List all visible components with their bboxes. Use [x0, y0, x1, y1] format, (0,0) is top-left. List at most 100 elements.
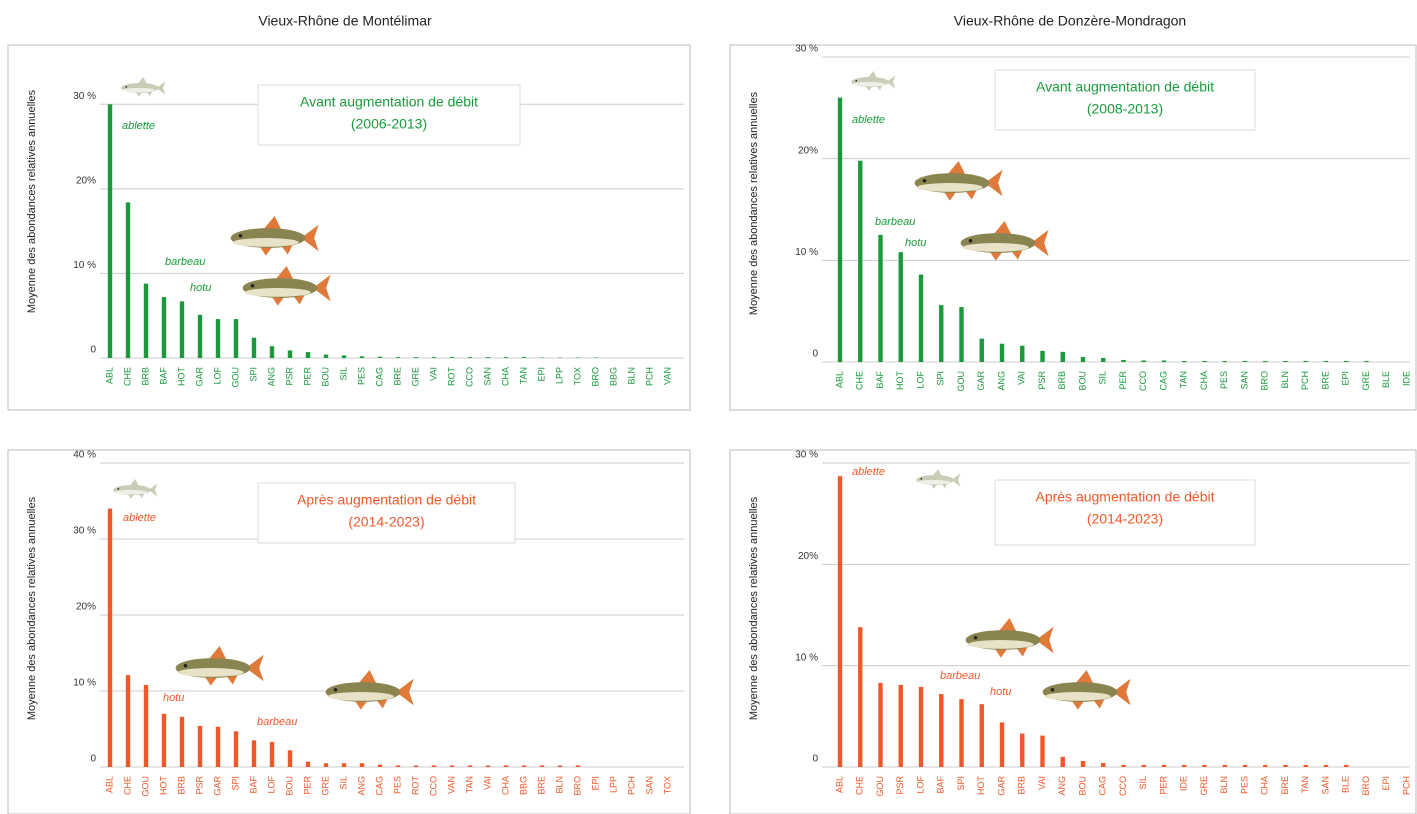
x-tick-label: BLE — [1381, 371, 1391, 388]
x-tick-label: BOU — [284, 776, 294, 796]
x-tick-label: SAN — [1239, 371, 1249, 390]
x-tick-label: SAN — [482, 367, 492, 386]
bar — [1202, 360, 1207, 362]
y-tick-label: 30 % — [795, 44, 818, 55]
column-title: Vieux-Rhône de Montélimar — [258, 13, 432, 29]
x-tick-label: BAF — [248, 776, 258, 794]
bar — [449, 357, 455, 358]
fish-icon — [916, 469, 961, 489]
x-tick-label: SIL — [338, 776, 348, 790]
x-tick-label: GOU — [956, 371, 966, 392]
fish-fin — [1071, 699, 1105, 710]
x-tick-label: GRE — [1361, 371, 1371, 391]
bar — [858, 627, 863, 767]
x-tick-label: CAG — [1158, 371, 1168, 391]
bar — [979, 338, 984, 362]
fish-fin — [259, 245, 293, 256]
bar — [233, 319, 239, 358]
x-tick-label: PSR — [895, 776, 905, 795]
bar — [413, 765, 419, 767]
x-tick-label: BRB — [1017, 776, 1027, 795]
bar — [1283, 360, 1288, 362]
bar — [959, 699, 964, 767]
x-tick-label: BLN — [1280, 371, 1290, 389]
bar — [979, 704, 984, 767]
x-tick-label: TAN — [1300, 776, 1310, 793]
fish-fin — [354, 699, 388, 710]
fish-eye — [973, 636, 978, 640]
x-tick-label: ABL — [834, 371, 844, 388]
legend-text: (2014-2023) — [348, 514, 424, 530]
x-tick-label: BAF — [158, 367, 168, 385]
x-tick-label: CHA — [500, 367, 510, 386]
annotation: ablette — [852, 466, 885, 478]
fish-eye — [333, 688, 338, 692]
x-tick-label: BRO — [590, 367, 600, 387]
x-tick-label: PCH — [644, 367, 654, 386]
fish-fin — [994, 647, 1028, 658]
legend-text: Après augmentation de débit — [297, 492, 476, 508]
bar — [1141, 360, 1146, 362]
x-tick-label: TOX — [662, 776, 672, 794]
bar — [503, 357, 509, 358]
x-tick-label: CAG — [374, 367, 384, 387]
fish-fin — [358, 670, 377, 684]
fish-eye — [183, 664, 188, 668]
bar — [323, 354, 329, 358]
fish-icon — [965, 618, 1054, 658]
bar — [1182, 764, 1187, 767]
x-tick-label: PER — [302, 367, 312, 386]
x-tick-label: CHE — [855, 776, 865, 795]
fish-icon — [113, 479, 158, 499]
x-tick-label: ABL — [104, 776, 114, 793]
x-tick-label: BRE — [536, 776, 546, 795]
fish-tail — [1031, 229, 1049, 257]
annotation: ablette — [852, 114, 885, 126]
x-tick-label: ANG — [1057, 776, 1067, 796]
x-tick-label: EPI — [590, 776, 600, 791]
panel-frame — [729, 449, 1417, 814]
fish-belly — [852, 82, 886, 87]
y-tick-label: 10 % — [73, 260, 96, 271]
x-tick-label: VAN — [662, 367, 672, 385]
bar — [999, 343, 1005, 362]
bar — [467, 357, 473, 358]
x-tick-label: CHE — [855, 371, 865, 390]
bar — [107, 508, 113, 767]
x-tick-label: ABL — [104, 367, 114, 384]
bar — [939, 305, 944, 362]
x-tick-label: GAR — [194, 367, 204, 387]
bar — [918, 686, 924, 767]
legend-text: Avant augmentation de débit — [300, 94, 478, 110]
x-tick-label: ROT — [446, 367, 456, 387]
bar — [1161, 764, 1167, 767]
bar — [521, 357, 527, 358]
bar — [1263, 360, 1268, 362]
bar — [1202, 764, 1207, 767]
y-axis-label: Moyenne des abondances relatives annuell… — [26, 496, 38, 720]
bar — [449, 765, 455, 767]
bar — [377, 764, 383, 767]
x-tick-label: BLN — [554, 776, 564, 794]
x-tick-label: PER — [302, 776, 312, 795]
fish-tail — [1113, 678, 1131, 706]
bar — [539, 765, 545, 767]
x-tick-label: CHA — [500, 776, 510, 795]
fish-belly — [114, 490, 148, 495]
bar — [1060, 351, 1065, 362]
fish-fin — [932, 469, 942, 476]
bar — [269, 346, 275, 358]
x-tick-label: BLE — [1341, 776, 1351, 793]
bar — [251, 337, 257, 358]
x-tick-label: PSR — [1037, 371, 1047, 390]
bar — [305, 352, 311, 358]
x-tick-label: GRE — [320, 776, 330, 796]
x-tick-label: GOU — [875, 776, 885, 797]
y-tick-label: 10 % — [795, 247, 818, 258]
x-tick-label: HOT — [895, 371, 905, 391]
annotation: hotu — [990, 686, 1011, 698]
fish-fin — [135, 91, 153, 97]
x-tick-label: CHE — [122, 776, 132, 795]
bar — [161, 297, 167, 358]
bar — [305, 761, 311, 767]
